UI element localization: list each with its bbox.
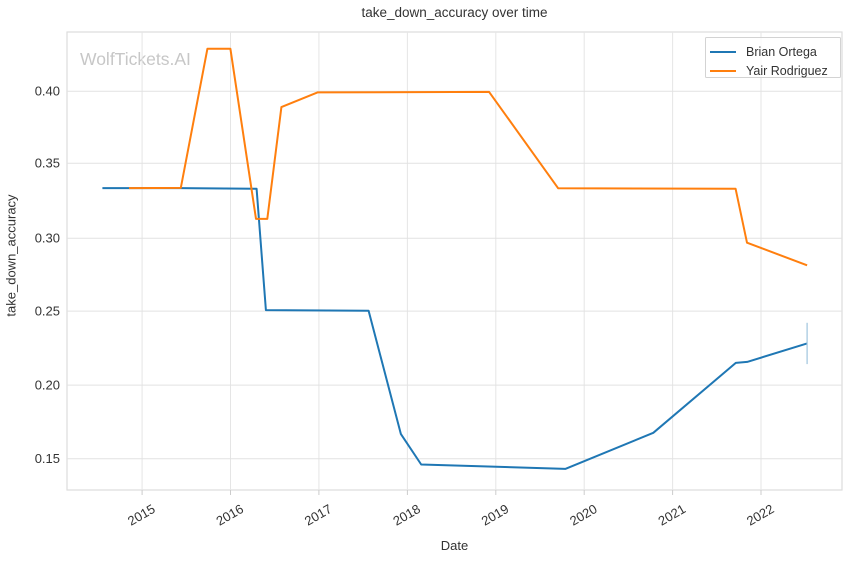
svg-text:0.40: 0.40	[35, 84, 60, 99]
svg-text:2021: 2021	[656, 501, 689, 528]
svg-text:2017: 2017	[302, 501, 335, 528]
svg-text:0.15: 0.15	[35, 451, 60, 466]
svg-text:2022: 2022	[744, 501, 777, 528]
svg-text:2020: 2020	[567, 501, 600, 528]
svg-text:2018: 2018	[390, 501, 423, 528]
svg-text:2019: 2019	[479, 501, 512, 528]
svg-text:0.20: 0.20	[35, 377, 60, 392]
svg-text:0.30: 0.30	[35, 231, 60, 246]
svg-text:0.25: 0.25	[35, 303, 60, 318]
svg-text:2016: 2016	[213, 501, 246, 528]
svg-text:2015: 2015	[125, 501, 158, 528]
svg-text:0.35: 0.35	[35, 156, 60, 171]
